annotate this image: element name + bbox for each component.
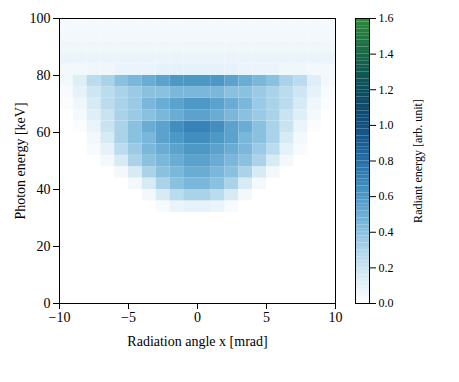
svg-text:Radiant energy [arb. unit]: Radiant energy [arb. unit] — [411, 99, 425, 223]
svg-text:0: 0 — [44, 296, 51, 311]
svg-text:40: 40 — [37, 182, 51, 197]
svg-text:−10: −10 — [49, 310, 71, 325]
svg-text:80: 80 — [37, 68, 51, 83]
svg-text:−5: −5 — [121, 310, 136, 325]
svg-text:0.0: 0.0 — [379, 296, 394, 310]
svg-text:0.4: 0.4 — [379, 225, 394, 239]
svg-text:100: 100 — [30, 11, 51, 26]
svg-text:Radiation angle x [mrad]: Radiation angle x [mrad] — [127, 334, 267, 349]
svg-text:1.0: 1.0 — [379, 118, 394, 132]
svg-text:0.8: 0.8 — [379, 154, 394, 168]
svg-text:0.2: 0.2 — [379, 261, 394, 275]
svg-text:10: 10 — [329, 310, 343, 325]
svg-text:5: 5 — [263, 310, 270, 325]
svg-text:1.4: 1.4 — [379, 47, 394, 61]
svg-text:Photon energy [keV]: Photon energy [keV] — [13, 102, 28, 219]
svg-text:20: 20 — [37, 239, 51, 254]
svg-text:1.6: 1.6 — [379, 11, 394, 25]
svg-text:0: 0 — [194, 310, 201, 325]
svg-text:60: 60 — [37, 125, 51, 140]
svg-text:1.2: 1.2 — [379, 83, 394, 97]
svg-text:0.6: 0.6 — [379, 189, 394, 203]
